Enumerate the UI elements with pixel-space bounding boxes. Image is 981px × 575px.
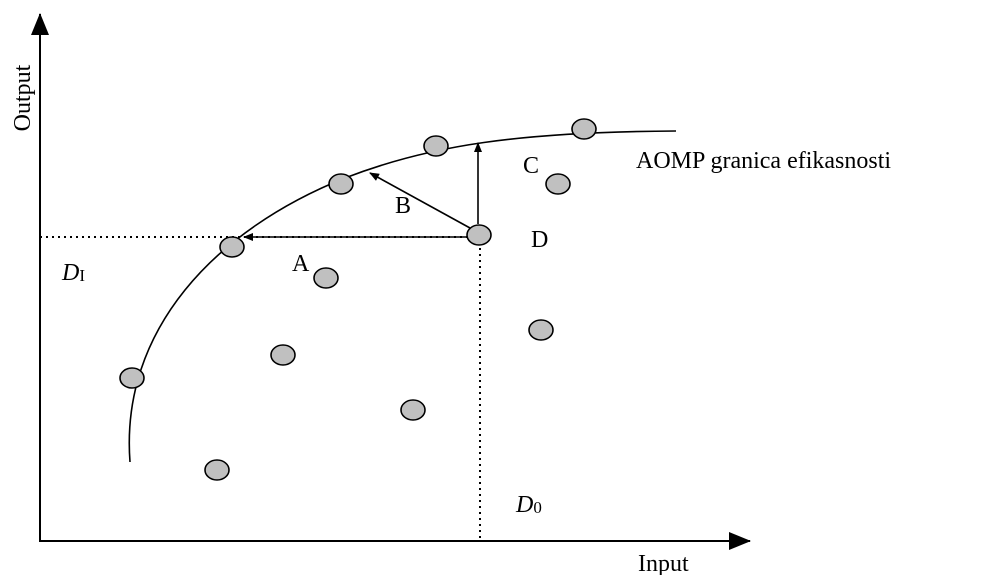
dmu-point [204,459,230,481]
point-label-d: D [531,227,548,253]
y-axis-label: Output [10,64,36,131]
output-projection-main: D [515,492,533,518]
input-projection-sub: I [79,266,85,285]
x-axis-label: Input [638,551,689,575]
dmu-point [400,399,426,421]
input-projection-label: DI [61,260,85,286]
dmu-point-d [466,224,492,246]
point-label-c: C [523,153,539,179]
dmu-point [528,319,554,341]
dmu-point [423,135,449,157]
dmu-point [270,344,296,366]
dmu-point [328,173,354,195]
point-label-b: B [395,193,411,219]
dmu-point [571,118,597,140]
input-projection-main: D [61,260,79,286]
dmu-point-c [545,173,571,195]
dmu-point-frontier-target [219,236,245,258]
output-projection-sub: 0 [533,498,542,517]
point-label-a: A [292,251,310,277]
frontier-label: AOMP granica efikasnosti [636,148,891,174]
output-projection-label: D0 [515,492,542,518]
direction-arrow-b [369,172,471,229]
dmu-point-a [313,267,339,289]
dmu-points [119,118,597,481]
dmu-point [119,367,145,389]
